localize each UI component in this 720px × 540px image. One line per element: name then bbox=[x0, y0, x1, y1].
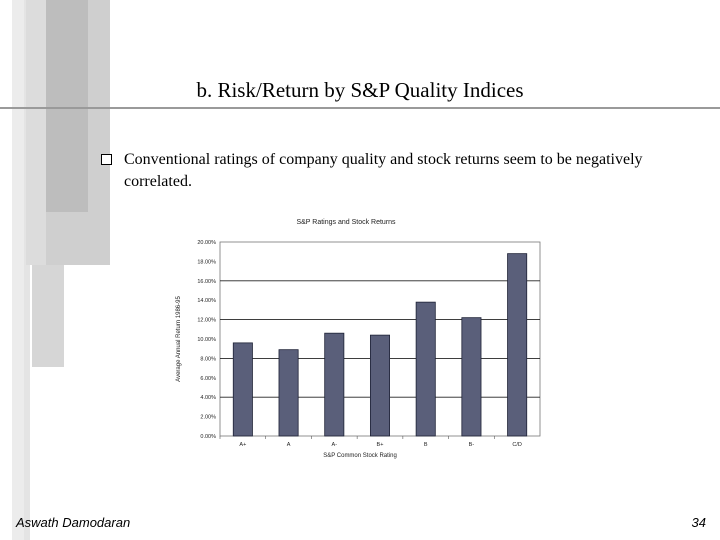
title-divider bbox=[0, 107, 720, 109]
decor-bar-1 bbox=[12, 0, 26, 540]
y-axis-label: Average Annual Return 1986-95 bbox=[176, 296, 182, 382]
chart-title: S&P Ratings and Stock Returns bbox=[296, 219, 396, 226]
bullet-box-icon bbox=[101, 154, 112, 165]
bar-b bbox=[461, 317, 482, 437]
bullet-text: Conventional ratings of company quality … bbox=[124, 151, 643, 190]
y-tick-label: 2.00% bbox=[200, 415, 216, 421]
y-tick-label: 0.00% bbox=[200, 434, 216, 440]
x-tick-label: B+ bbox=[377, 442, 384, 448]
y-tick-label: 18.00% bbox=[197, 259, 216, 265]
bar-b bbox=[369, 334, 390, 437]
y-tick-label: 8.00% bbox=[200, 356, 216, 362]
bar-a bbox=[278, 349, 299, 437]
bar-b bbox=[415, 301, 436, 437]
bar-a bbox=[232, 342, 253, 437]
bar-a bbox=[324, 332, 345, 437]
decor-bar-2 bbox=[24, 0, 30, 540]
x-axis-label: S&P Common Stock Rating bbox=[323, 453, 397, 459]
x-tick-label: A+ bbox=[239, 442, 246, 448]
decor-bar-5 bbox=[46, 0, 88, 212]
x-tick-label: A bbox=[287, 442, 291, 448]
y-tick-label: 12.00% bbox=[197, 318, 216, 324]
page-number: 34 bbox=[691, 515, 706, 530]
bar-c-d bbox=[507, 253, 528, 437]
x-tick-label: B bbox=[424, 442, 428, 448]
x-tick-label: C/D bbox=[512, 442, 522, 448]
y-tick-label: 14.00% bbox=[197, 298, 216, 304]
slide-title: b. Risk/Return by S&P Quality Indices bbox=[196, 78, 524, 102]
y-tick-label: 20.00% bbox=[197, 240, 216, 246]
footer-author: Aswath Damodaran bbox=[16, 515, 131, 530]
y-tick-label: 10.00% bbox=[197, 337, 216, 343]
chart-container: S&P Ratings and Stock Returns 0.00% 2.00%… bbox=[160, 210, 550, 472]
bar-chart: S&P Ratings and Stock Returns 0.00% 2.00%… bbox=[176, 219, 541, 459]
x-tick-label: B- bbox=[469, 442, 475, 448]
y-tick-label: 16.00% bbox=[197, 279, 216, 285]
y-tick-label: 6.00% bbox=[200, 376, 216, 382]
x-tick-label: A- bbox=[332, 442, 338, 448]
y-tick-label: 4.00% bbox=[200, 395, 216, 401]
decor-bar-6 bbox=[32, 265, 64, 367]
